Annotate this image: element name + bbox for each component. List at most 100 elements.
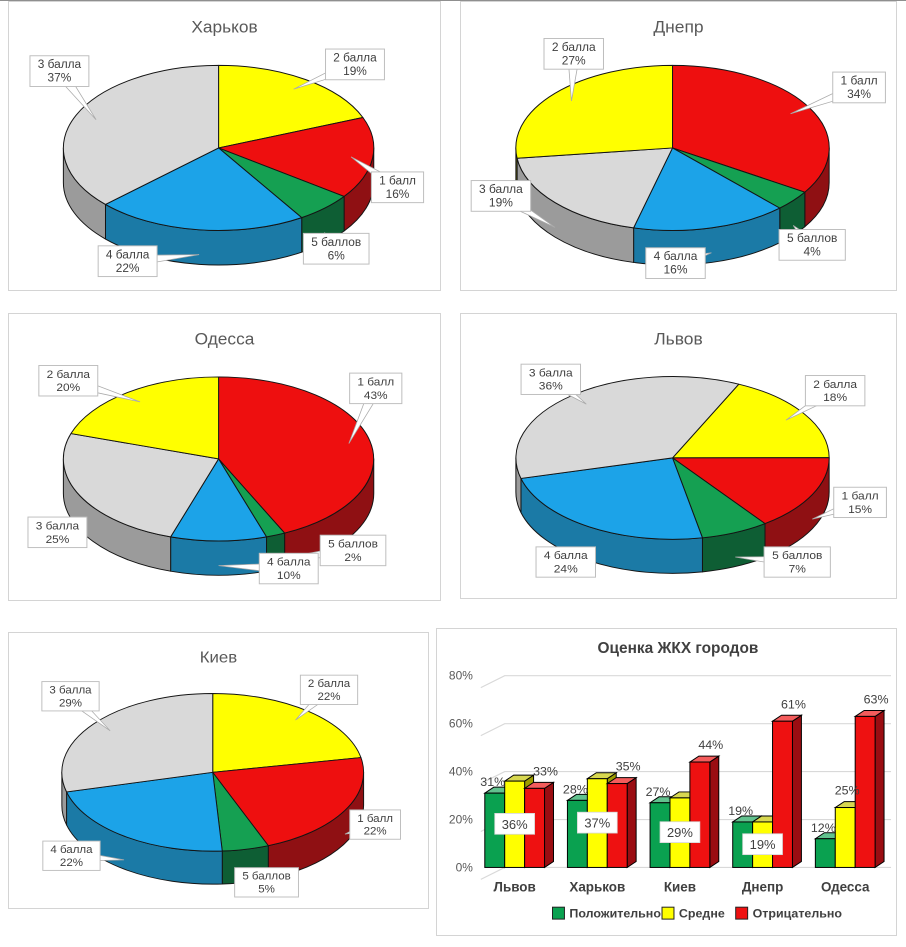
pie-label-value: 5% bbox=[258, 884, 275, 896]
bar-series bbox=[483, 709, 886, 869]
pie-slice bbox=[212, 693, 362, 773]
x-axis-category-label: Днепр bbox=[742, 879, 783, 894]
legend-label: Положительно bbox=[569, 907, 661, 921]
pie-label-box bbox=[29, 55, 90, 87]
gridline bbox=[480, 866, 892, 880]
gridline bbox=[480, 723, 892, 737]
pie-label-box bbox=[299, 674, 359, 705]
pie-label-box bbox=[234, 867, 299, 898]
bar-value-label: 28% bbox=[563, 782, 588, 796]
pie-label-value: 34% bbox=[847, 88, 872, 101]
pie-label-category: 4 балла bbox=[106, 248, 150, 261]
pie-label-category: 1 балл bbox=[357, 376, 394, 389]
pie-label-category: 3 балла bbox=[49, 685, 92, 697]
bar-front-face bbox=[814, 838, 836, 868]
pie-title: Киев bbox=[200, 649, 238, 667]
chart-panel-odessa[interactable]: Одесса 1 балл 43% 5 баллов 2% 4 балла 10% 3 бал… bbox=[8, 313, 441, 601]
bar-legend: Положительно Средне Отрицательно bbox=[551, 906, 843, 921]
pie-slice bbox=[62, 64, 220, 205]
bar-side-face bbox=[791, 714, 802, 869]
bar-value-label: 36% bbox=[502, 817, 528, 832]
y-axis-tick-label: 0% bbox=[456, 860, 474, 874]
bar-side-face bbox=[709, 755, 720, 869]
pie-label-value: 16% bbox=[664, 264, 689, 277]
x-axis-category-label: Львов bbox=[494, 879, 536, 894]
pie-slice bbox=[672, 457, 830, 525]
pie-label-category: 4 балла bbox=[544, 549, 588, 562]
bar-label-box bbox=[494, 812, 535, 835]
y-axis-tick-label: 40% bbox=[449, 765, 473, 779]
pie-label-value: 36% bbox=[539, 380, 563, 393]
pie-label-value: 22% bbox=[60, 857, 83, 869]
pie-label-box bbox=[302, 232, 370, 265]
pie-label-category: 5 баллов bbox=[328, 538, 378, 551]
pie-title: Харьков bbox=[191, 18, 257, 37]
pie-label-category: 4 балла bbox=[267, 556, 311, 569]
pie-label-category: 5 баллов bbox=[787, 232, 837, 245]
bar-value-label: 29% bbox=[667, 825, 693, 840]
pie-label-category: 3 балла bbox=[36, 520, 80, 533]
legend-swatch-icon bbox=[551, 906, 565, 920]
pie-label-category: 3 балла bbox=[38, 58, 82, 71]
pie-label-category: 4 балла bbox=[654, 250, 698, 263]
bar-value-label: 44% bbox=[698, 738, 723, 752]
pie-label-box bbox=[832, 71, 886, 104]
pie-slices bbox=[61, 693, 365, 852]
pie-slices bbox=[515, 64, 830, 231]
pie-label-value: 22% bbox=[116, 262, 140, 275]
pie-label-category: 2 балла bbox=[552, 41, 596, 54]
bar-value-label: 19% bbox=[750, 837, 776, 852]
bar-side-face bbox=[874, 709, 885, 869]
x-axis-category-label: Одесса bbox=[821, 879, 870, 894]
pie-label-box bbox=[535, 546, 596, 578]
legend-swatch-icon bbox=[661, 906, 675, 920]
legend-label: Отрицательно bbox=[753, 907, 843, 921]
pie-label-value: 7% bbox=[789, 563, 806, 576]
pie-label-box bbox=[27, 516, 88, 549]
chart-panel-lvov[interactable]: Львов 2 балла 18% 1 балл 15% 5 баллов 7% 4 балл… bbox=[460, 313, 897, 599]
gridline bbox=[480, 675, 892, 689]
pie-label-value: 27% bbox=[562, 55, 587, 68]
y-axis-tick-label: 80% bbox=[449, 669, 473, 683]
pie-slice bbox=[520, 457, 703, 540]
pie-label-value: 20% bbox=[56, 381, 80, 394]
y-axis-tick-label: 20% bbox=[449, 813, 473, 827]
bar-value-label: 35% bbox=[616, 760, 641, 774]
x-axis-category-label: Киев bbox=[664, 879, 696, 894]
pie-slice bbox=[672, 383, 830, 459]
pie-label-value: 19% bbox=[489, 197, 514, 210]
bar-label-box bbox=[659, 821, 701, 844]
pie-slice bbox=[633, 147, 781, 231]
bar-front-face bbox=[689, 761, 711, 868]
chart-panel-dnepr[interactable]: Днепр 1 балл 34% 5 баллов 4% 4 балла 16% 3 балл… bbox=[460, 1, 897, 291]
bar-front-face bbox=[854, 715, 876, 868]
pie-slice bbox=[212, 757, 365, 847]
chart-panel-kiev[interactable]: Киев 2 балла 22% 1 балл 22% 5 баллов 5% 4 балла… bbox=[8, 632, 429, 909]
pie-label-value: 43% bbox=[364, 389, 388, 402]
pie-label-value: 25% bbox=[46, 533, 70, 546]
bar-value-label: 33% bbox=[533, 764, 558, 778]
pie-label-category: 5 баллов bbox=[311, 236, 361, 249]
pie-label-category: 3 балла bbox=[479, 183, 523, 196]
pie-label-box bbox=[833, 486, 887, 519]
pie-slice bbox=[104, 147, 303, 231]
x-axis-category-label: Харьков bbox=[569, 879, 625, 894]
pie-slice bbox=[66, 771, 223, 852]
pie-label-box bbox=[349, 809, 401, 840]
pie-slice bbox=[170, 458, 268, 542]
chart-panel-bar-summary[interactable]: Оценка ЖКХ городов 0% 20% 40% 60% 80% 31% 36% 33… bbox=[436, 628, 897, 936]
bar-value-label: 12% bbox=[811, 821, 836, 835]
top-edge-line bbox=[0, 0, 906, 1]
pie-title: Львов bbox=[654, 330, 703, 348]
chart-panel-kharkov[interactable]: Харьков 2 балла 19% 1 балл 16% 5 баллов 6% 4 ба… bbox=[8, 1, 441, 291]
pie-label-box bbox=[42, 840, 101, 871]
